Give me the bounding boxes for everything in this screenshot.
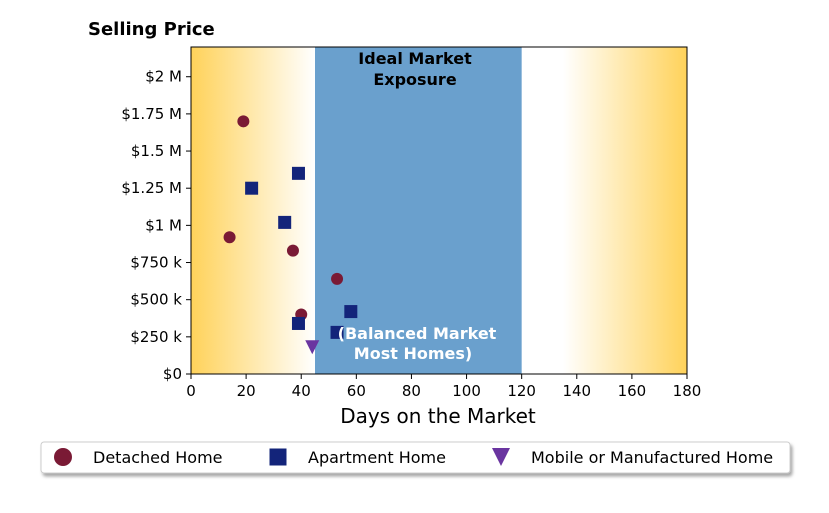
legend-label-1: Apartment Home [308,448,446,467]
point-square-2 [291,166,305,180]
band-label-top-line1: Ideal Market [358,49,472,68]
y-tick-label-2: $500 k [130,291,182,309]
point-triangle-down-0 [305,340,320,355]
x-tick-label-140: 140 [562,382,591,400]
point-circle-2 [286,244,299,257]
ideal-market-band [315,47,522,374]
x-tick-label-40: 40 [292,382,311,400]
point-square-3 [291,316,305,330]
band-label-bottom-line2: Most Homes) [354,344,472,363]
point-square-0 [245,181,259,195]
band-label-bottom-line1: (Balanced Market [338,324,497,343]
y-tick-label-4: $1 M [145,216,182,234]
x-tick-label-100: 100 [452,382,481,400]
x-tick-label-80: 80 [402,382,421,400]
band-label-top-line2: Exposure [373,70,457,89]
legend-marker-circle [54,448,72,466]
y-tick-label-6: $1.5 M [131,142,182,160]
x-tick-label-0: 0 [186,382,196,400]
chart-title: Selling Price [88,19,215,40]
point-square-1 [278,215,292,229]
point-circle-0 [223,231,236,244]
legend-marker-triangle-down [492,448,510,466]
point-square-4 [344,305,358,319]
x-axis-label: Days on the Market [340,404,536,428]
y-tick-label-8: $2 M [145,68,182,86]
x-tick-label-160: 160 [618,382,647,400]
y-tick-label-5: $1.25 M [121,179,182,197]
point-square-5 [330,325,344,339]
y-tick-label-1: $250 k [130,328,182,346]
legend-marker-square [269,448,287,466]
plot-frame [190,46,688,375]
x-tick-label-180: 180 [673,382,702,400]
point-circle-1 [237,115,250,128]
point-circle-4 [331,272,344,285]
y-tick-label-7: $1.75 M [121,105,182,123]
legend-box [40,441,791,474]
x-tick-label-120: 120 [507,382,536,400]
legend-label-0: Detached Home [93,448,223,467]
legend-label-2: Mobile or Manufactured Home [531,448,773,467]
y-tick-label-3: $750 k [130,254,182,272]
y-tick-label-0: $0 [163,365,182,383]
x-tick-label-60: 60 [347,382,366,400]
x-tick-label-20: 20 [237,382,256,400]
